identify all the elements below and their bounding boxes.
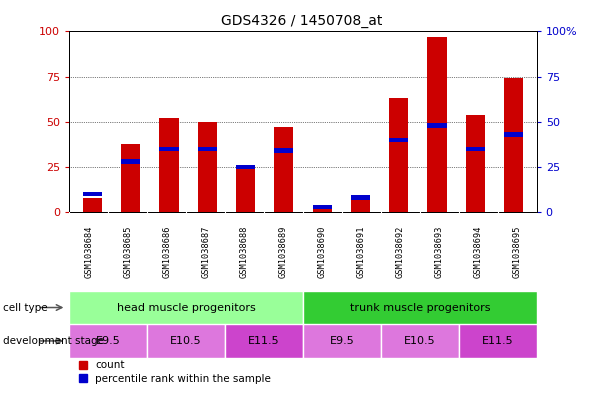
Bar: [83, 192, 102, 196]
Bar: [198, 147, 217, 151]
Text: GDS4326 / 1450708_at: GDS4326 / 1450708_at: [221, 14, 382, 28]
Bar: [389, 138, 408, 142]
Bar: [466, 115, 485, 212]
Bar: [121, 159, 140, 164]
Text: cell type: cell type: [3, 303, 48, 312]
Bar: [351, 200, 370, 212]
Bar: [428, 123, 447, 128]
Bar: [147, 324, 225, 358]
Bar: [504, 79, 523, 212]
Text: GSM1038692: GSM1038692: [396, 225, 405, 278]
Text: GSM1038695: GSM1038695: [513, 225, 522, 278]
Bar: [236, 165, 255, 169]
Text: GSM1038685: GSM1038685: [123, 225, 132, 278]
Bar: [198, 122, 217, 212]
Bar: [459, 324, 537, 358]
Text: GSM1038691: GSM1038691: [357, 225, 366, 278]
Text: GSM1038690: GSM1038690: [318, 225, 327, 278]
Bar: [121, 143, 140, 212]
Text: head muscle progenitors: head muscle progenitors: [117, 303, 256, 312]
Bar: [69, 324, 147, 358]
Bar: [312, 204, 332, 209]
Bar: [428, 37, 447, 212]
Bar: [351, 195, 370, 200]
Bar: [303, 324, 381, 358]
Bar: [389, 98, 408, 212]
Bar: [159, 118, 178, 212]
Bar: [83, 198, 102, 212]
Bar: [381, 324, 459, 358]
Text: E11.5: E11.5: [248, 336, 280, 346]
Legend: count, percentile rank within the sample: count, percentile rank within the sample: [75, 356, 276, 388]
Text: GSM1038693: GSM1038693: [435, 225, 444, 278]
Bar: [504, 132, 523, 137]
Bar: [69, 291, 303, 324]
Text: GSM1038694: GSM1038694: [474, 225, 483, 278]
Bar: [274, 127, 294, 212]
Bar: [236, 167, 255, 212]
Bar: [274, 149, 294, 153]
Text: E9.5: E9.5: [330, 336, 355, 346]
Text: GSM1038687: GSM1038687: [201, 225, 210, 278]
Text: E9.5: E9.5: [96, 336, 121, 346]
Bar: [466, 147, 485, 151]
Text: E11.5: E11.5: [482, 336, 514, 346]
Text: GSM1038686: GSM1038686: [162, 225, 171, 278]
Text: E10.5: E10.5: [171, 336, 202, 346]
Bar: [303, 291, 537, 324]
Bar: [225, 324, 303, 358]
Text: GSM1038684: GSM1038684: [84, 225, 93, 278]
Bar: [159, 147, 178, 151]
Text: GSM1038688: GSM1038688: [240, 225, 249, 278]
Text: development stage: development stage: [3, 336, 104, 346]
Bar: [312, 209, 332, 212]
Text: trunk muscle progenitors: trunk muscle progenitors: [350, 303, 490, 312]
Text: E10.5: E10.5: [404, 336, 435, 346]
Text: GSM1038689: GSM1038689: [279, 225, 288, 278]
